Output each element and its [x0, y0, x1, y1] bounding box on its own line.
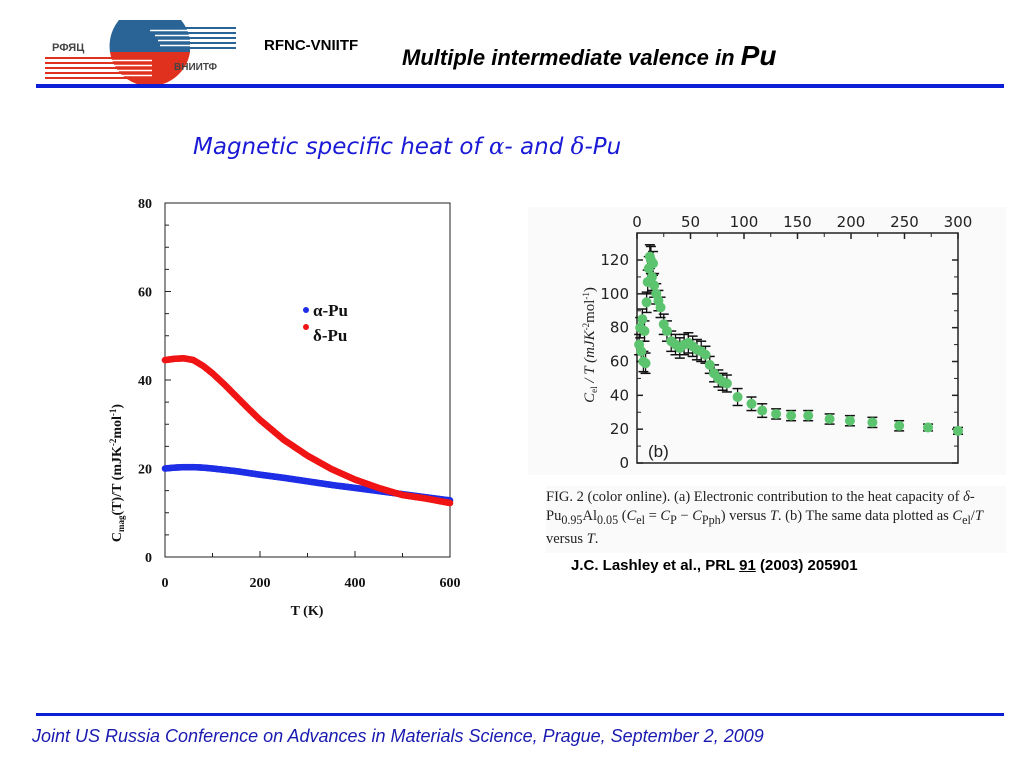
data-point [923, 422, 934, 433]
delta-pu-series [161, 355, 454, 507]
data-point [867, 417, 878, 428]
data-point [803, 410, 814, 421]
x-tick-label: 250 [890, 213, 919, 231]
legend-alpha-marker [303, 307, 309, 313]
slide-title-main: Multiple intermediate valence in [402, 45, 741, 70]
data-point [953, 425, 963, 436]
right-chart-y-axis-label: Cel / T (mJK-2mol-1) [581, 287, 599, 403]
x-tick-label: 200 [837, 213, 866, 231]
data-point [637, 314, 648, 325]
data-point [771, 408, 782, 419]
data-point [746, 398, 757, 409]
logo-text-right: ВНИИТФ [174, 62, 218, 73]
figure-caption: FIG. 2 (color online). (a) Electronic co… [546, 486, 1006, 553]
y-tick-label: 20 [138, 463, 152, 478]
reference-citation: J.C. Lashley et al., PRL 91 (2003) 20590… [571, 557, 858, 574]
y-tick-label: 100 [600, 285, 629, 303]
data-point [824, 414, 835, 425]
organization-name: RFNC-VNIITF [264, 37, 359, 54]
slide-title-element: Pu [740, 40, 777, 71]
data-point [646, 271, 657, 282]
data-point [641, 297, 652, 308]
data-point [732, 392, 743, 403]
data-point [649, 280, 660, 291]
y-tick-label: 0 [619, 454, 629, 472]
magnetic-specific-heat-chart: 0 200 400 600 0 20 40 60 80 Cmag(T)/T (mJK-2mol-… [108, 197, 461, 619]
citation-volume: 91 [739, 557, 756, 574]
left-chart-plot-frame [164, 202, 451, 558]
legend-delta-label: δ-Pu [313, 326, 347, 345]
subtitle-part3: -Pu [584, 134, 622, 160]
left-chart-x-axis-label: T (K) [291, 604, 324, 619]
subtitle-delta: δ [570, 134, 585, 160]
y-tick-label: 80 [138, 197, 152, 212]
y-tick-label: 40 [610, 386, 629, 404]
subtitle-part1: Magnetic specific heat of [193, 134, 489, 160]
y-tick-label: 60 [610, 353, 629, 371]
citation-authors: J.C. Lashley et al., PRL [571, 557, 740, 574]
x-tick-label: 300 [944, 213, 973, 231]
x-tick-label: 100 [730, 213, 759, 231]
data-point [639, 326, 650, 337]
data-point [721, 378, 732, 389]
data-point [844, 415, 855, 426]
y-tick-label: 80 [610, 319, 629, 337]
legend-delta-marker [303, 324, 309, 330]
slide-subtitle: Magnetic specific heat of α- and δ-Pu [193, 134, 621, 160]
y-tick-label: 40 [138, 374, 152, 389]
logo-text-left: РФЯЦ [52, 42, 84, 54]
data-point [648, 258, 659, 269]
delta-pu-al-series [634, 244, 963, 436]
x-tick-label: 0 [632, 213, 642, 231]
rfnc-logo: РФЯЦ ВНИИТФ [45, 20, 236, 86]
data-point [894, 420, 905, 431]
x-tick-label: 0 [162, 576, 169, 591]
left-chart-legend: α-Pu δ-Pu [303, 301, 348, 345]
y-tick-label: 20 [610, 420, 629, 438]
logo-globe-icon [45, 20, 236, 86]
footer-divider [36, 713, 1004, 716]
x-tick-label: 600 [440, 576, 461, 591]
data-point [757, 405, 768, 416]
legend-alpha-label: α-Pu [313, 301, 348, 320]
data-point [640, 358, 651, 369]
electronic-heat-capacity-chart: 0 50 100 150 200 250 300 0 20 40 60 80 100 120 Cel / … [528, 207, 1006, 475]
y-tick-label: 0 [145, 551, 152, 566]
slide-title: Multiple intermediate valence in Pu [402, 40, 776, 72]
x-tick-label: 150 [783, 213, 812, 231]
x-tick-label: 400 [345, 576, 366, 591]
right-chart-panel-label: (b) [648, 442, 669, 461]
subtitle-alpha: α [488, 134, 505, 160]
data-point [655, 302, 666, 313]
data-point [786, 410, 797, 421]
data-point [700, 349, 711, 360]
data-point [704, 359, 715, 370]
y-tick-label: 60 [138, 286, 152, 301]
y-tick-label: 120 [600, 251, 629, 269]
x-tick-label: 200 [250, 576, 271, 591]
data-point [661, 326, 672, 337]
x-tick-label: 50 [681, 213, 700, 231]
header-divider [36, 84, 1004, 88]
data-point [446, 499, 454, 507]
data-point [636, 346, 647, 357]
left-chart-y-axis-label: Cmag(T)/T (mJK-2mol-1) [108, 404, 126, 543]
citation-details: (2003) 205901 [755, 557, 858, 574]
subtitle-part2: - and [504, 134, 571, 160]
footer-text: Joint US Russia Conference on Advances i… [32, 726, 764, 746]
